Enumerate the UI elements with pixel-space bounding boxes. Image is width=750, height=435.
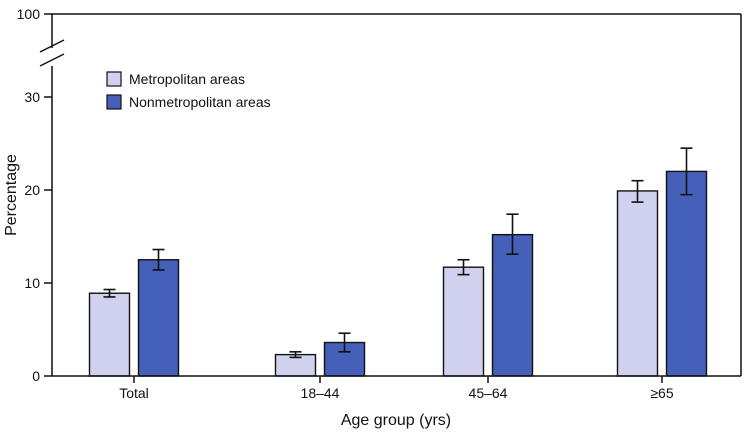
y-tick-label: 100 — [17, 6, 41, 22]
y-tick-label: 20 — [24, 182, 40, 198]
y-ticks: 0 10 20 30 100 — [17, 6, 52, 384]
legend-item-nonmetropolitan: Nonmetropolitan areas — [106, 94, 271, 110]
axis-break-icon — [39, 39, 65, 67]
axes — [39, 13, 742, 377]
legend: Metropolitan areas Nonmetropolitan areas — [106, 71, 271, 110]
bar — [665, 170, 708, 377]
bar — [491, 233, 534, 377]
y-tick-label: 30 — [24, 89, 40, 105]
x-ticks: Total 18–44 45–64 ≥65 — [119, 376, 674, 401]
y-axis-title: Percentage — [3, 154, 20, 236]
legend-label-nonmetropolitan: Nonmetropolitan areas — [129, 94, 271, 110]
x-tick-label: Total — [119, 385, 149, 401]
legend-item-metropolitan: Metropolitan areas — [106, 71, 245, 87]
y-tick-label: 10 — [24, 275, 40, 291]
x-tick-label: 45–64 — [469, 385, 508, 401]
bar — [137, 259, 180, 377]
plot-area — [88, 147, 708, 377]
y-tick-label: 0 — [32, 368, 40, 384]
legend-swatch-nonmetropolitan — [106, 94, 122, 110]
x-tick-label: ≥65 — [650, 385, 673, 401]
bar — [442, 266, 485, 377]
legend-swatch-metropolitan — [106, 71, 122, 87]
x-axis-title: Age group (yrs) — [341, 412, 451, 429]
x-tick-label: 18–44 — [301, 385, 340, 401]
bar — [616, 190, 659, 377]
legend-label-metropolitan: Metropolitan areas — [129, 71, 245, 87]
bar — [88, 292, 131, 377]
